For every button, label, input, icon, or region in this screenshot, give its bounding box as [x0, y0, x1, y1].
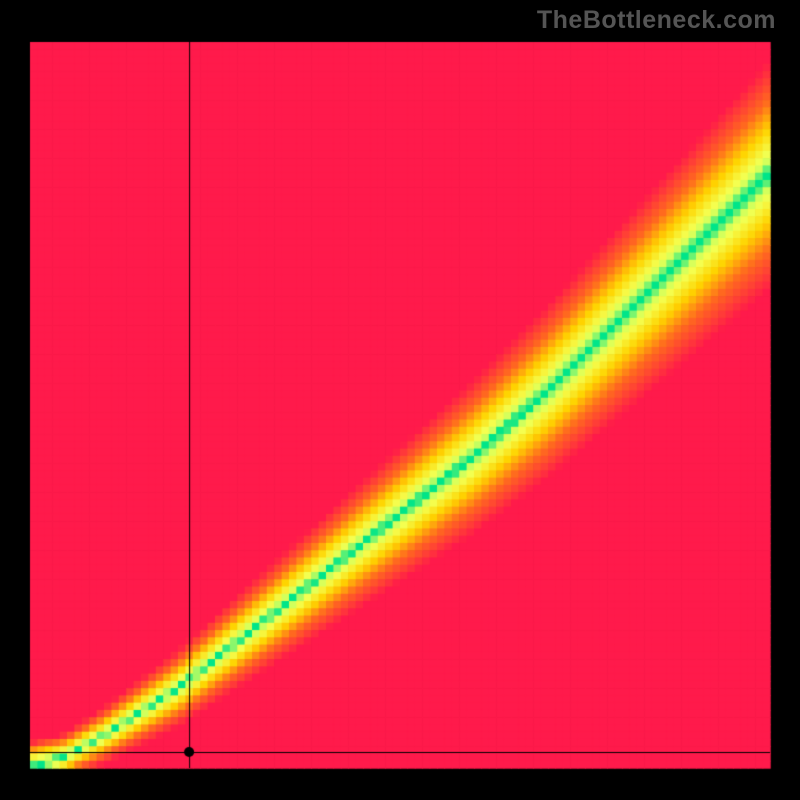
- heatmap-canvas: [0, 0, 800, 800]
- chart-container: TheBottleneck.com: [0, 0, 800, 800]
- watermark-text: TheBottleneck.com: [537, 6, 776, 35]
